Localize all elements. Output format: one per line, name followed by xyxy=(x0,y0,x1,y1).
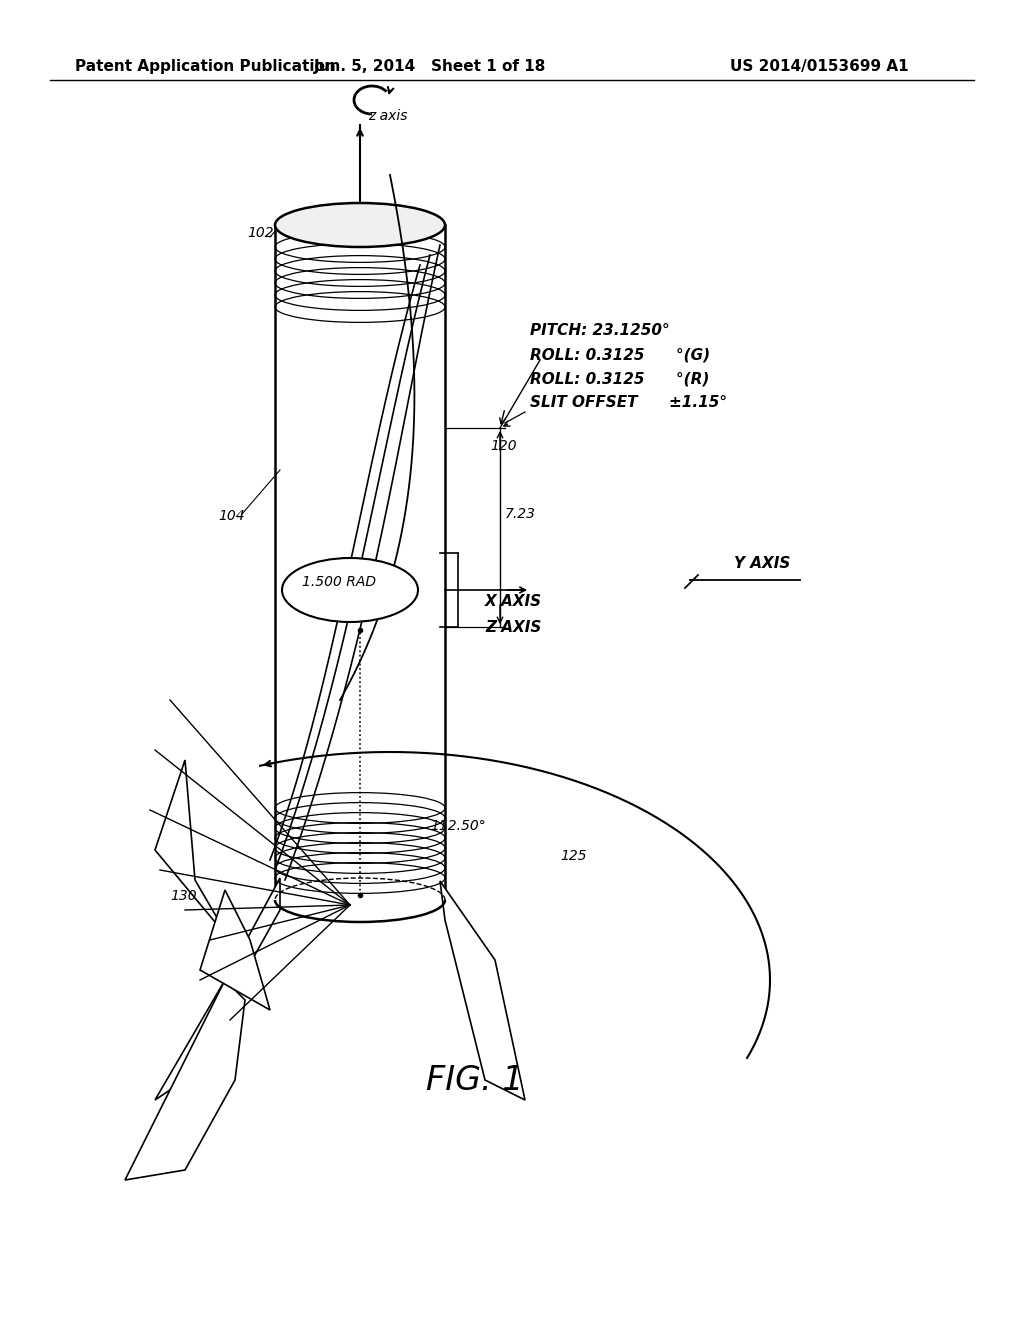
Text: ROLL: 0.3125      °(R): ROLL: 0.3125 °(R) xyxy=(530,371,710,385)
Polygon shape xyxy=(155,878,280,1100)
Text: 130: 130 xyxy=(170,888,197,903)
Text: 7.23: 7.23 xyxy=(505,507,536,521)
Polygon shape xyxy=(440,880,525,1100)
Polygon shape xyxy=(200,890,270,1010)
Text: X AXIS: X AXIS xyxy=(485,594,542,609)
Text: Patent Application Publication: Patent Application Publication xyxy=(75,59,336,74)
Text: SLIT OFFSET      ±1.15°: SLIT OFFSET ±1.15° xyxy=(530,395,727,411)
Text: Y AXIS: Y AXIS xyxy=(733,556,790,572)
Polygon shape xyxy=(155,760,230,940)
Text: z axis: z axis xyxy=(368,110,408,123)
Text: ROLL: 0.3125      °(G): ROLL: 0.3125 °(G) xyxy=(530,347,710,362)
Text: 102: 102 xyxy=(247,226,273,240)
Ellipse shape xyxy=(282,558,418,622)
Text: 112.50°: 112.50° xyxy=(430,818,485,833)
Text: US 2014/0153699 A1: US 2014/0153699 A1 xyxy=(730,59,908,74)
Text: FIG. 1: FIG. 1 xyxy=(426,1064,523,1097)
Text: 104: 104 xyxy=(218,510,245,523)
Ellipse shape xyxy=(275,203,445,247)
Text: Jun. 5, 2014   Sheet 1 of 18: Jun. 5, 2014 Sheet 1 of 18 xyxy=(313,59,546,74)
Text: 1.500 RAD: 1.500 RAD xyxy=(302,576,376,589)
Text: PITCH: 23.1250°: PITCH: 23.1250° xyxy=(530,323,670,338)
Text: 125: 125 xyxy=(560,849,587,863)
Polygon shape xyxy=(125,979,245,1180)
Text: Z AXIS: Z AXIS xyxy=(485,620,542,635)
Text: 120: 120 xyxy=(490,440,517,453)
